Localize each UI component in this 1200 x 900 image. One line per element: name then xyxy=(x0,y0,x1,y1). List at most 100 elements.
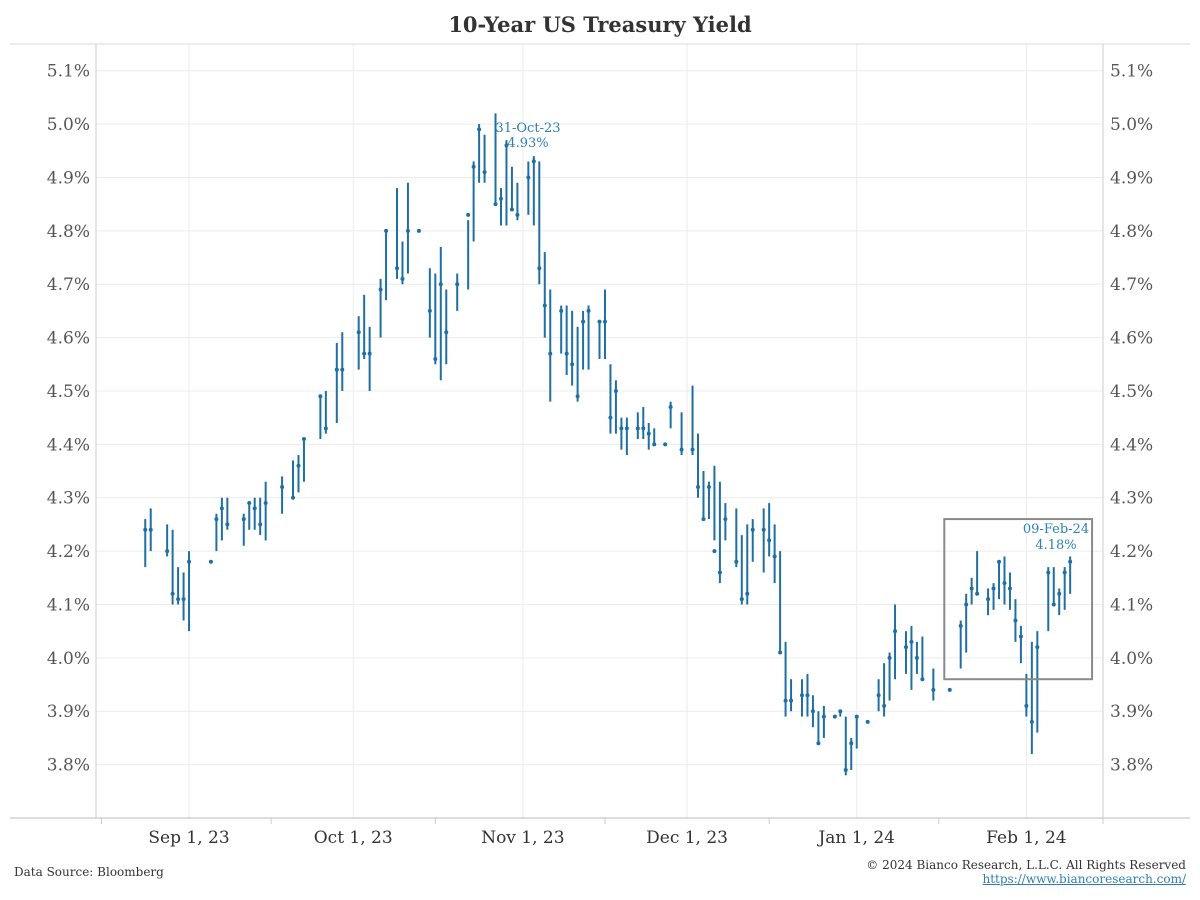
annotation-latest-date: 09-Feb-24 xyxy=(1023,522,1089,537)
price-bar xyxy=(258,497,263,536)
price-bar-close xyxy=(384,228,389,233)
price-bar xyxy=(931,668,936,701)
price-bar-close xyxy=(986,597,991,602)
price-bar xyxy=(734,508,739,568)
price-bar-close xyxy=(1002,581,1007,586)
price-bar xyxy=(148,508,153,552)
price-bar-close xyxy=(477,127,482,132)
price-bar xyxy=(761,508,766,573)
price-bar xyxy=(1013,599,1018,642)
price-bar xyxy=(433,273,438,365)
price-bar-close xyxy=(395,266,400,271)
price-bar-point xyxy=(663,442,668,447)
copyright: © 2024 Bianco Research, L.L.C. All Right… xyxy=(866,858,1186,872)
price-bar-close xyxy=(537,266,542,271)
price-bar-close xyxy=(641,426,646,431)
price-bar xyxy=(318,394,323,440)
price-bar xyxy=(301,437,306,482)
annotation-layer: 31-Oct-234.93% 09-Feb-244.18% xyxy=(495,121,1094,681)
price-bar-close xyxy=(920,677,925,682)
price-bar-close xyxy=(400,276,405,281)
price-bar xyxy=(427,268,432,338)
price-bar xyxy=(225,497,230,530)
price-bar-close xyxy=(570,362,575,367)
price-bar-close xyxy=(690,447,695,452)
price-bar xyxy=(1046,567,1051,632)
price-bar-close xyxy=(761,527,766,532)
y-tick-label-left: 4.1% xyxy=(47,595,90,615)
price-bar-close xyxy=(931,687,936,692)
price-bar-close xyxy=(991,586,996,591)
price-bar-close xyxy=(843,767,848,772)
price-bar-close xyxy=(696,485,701,490)
price-bar xyxy=(739,535,744,605)
annotation-peak-date: 31-Oct-23 xyxy=(495,121,560,136)
price-bar-close xyxy=(176,597,181,602)
price-bar-close xyxy=(498,196,503,201)
y-tick-label-right: 5.1% xyxy=(1110,62,1153,82)
website-link[interactable]: https://www.biancoresearch.com/ xyxy=(982,872,1186,886)
price-bar-close xyxy=(602,319,607,324)
price-bar-close xyxy=(367,351,372,356)
price-bar-close xyxy=(767,538,772,543)
price-bar xyxy=(1018,625,1023,664)
price-bar-close xyxy=(362,351,367,356)
x-tick-label: Sep 1, 23 xyxy=(148,828,229,848)
y-tick-label-left: 4.5% xyxy=(47,382,90,402)
y-tick-label-left: 4.3% xyxy=(47,489,90,509)
price-bar-close xyxy=(455,282,460,287)
price-bar xyxy=(1007,572,1012,610)
price-bar xyxy=(799,679,804,717)
price-bar-close xyxy=(1068,559,1073,564)
price-bar-close xyxy=(882,703,887,708)
price-bar-close xyxy=(745,591,750,596)
price-bar-close xyxy=(799,693,804,698)
price-bar-close xyxy=(170,591,175,596)
price-bar xyxy=(723,503,728,541)
x-tick-label: Dec 1, 23 xyxy=(646,828,728,848)
price-bar xyxy=(772,524,777,584)
price-bar xyxy=(247,501,252,530)
price-bar xyxy=(564,305,569,375)
price-bar-point xyxy=(832,714,837,719)
price-bar xyxy=(816,711,821,746)
price-bar-close xyxy=(849,741,854,746)
price-bar-close xyxy=(734,559,739,564)
price-bar-close xyxy=(914,655,919,660)
annotation-peak-value: 4.93% xyxy=(507,136,548,151)
price-bar xyxy=(969,577,974,605)
y-tick-label-right: 3.9% xyxy=(1110,702,1153,722)
y-tick-label-left: 4.7% xyxy=(47,275,90,295)
price-bar xyxy=(717,481,722,584)
price-bar-close xyxy=(559,308,564,313)
price-bar-point xyxy=(416,228,421,233)
price-bar xyxy=(602,289,607,359)
price-bar xyxy=(838,709,843,717)
price-bar-close xyxy=(1046,570,1051,575)
price-bar xyxy=(214,513,219,552)
price-bar xyxy=(509,166,514,212)
price-bar-close xyxy=(427,308,432,313)
price-bar xyxy=(997,559,1002,600)
price-bar-close xyxy=(723,517,728,522)
price-bar-close xyxy=(143,527,148,532)
price-bar-close xyxy=(444,330,449,335)
price-bar xyxy=(416,228,421,233)
price-bar xyxy=(745,524,750,605)
price-bar-close xyxy=(624,426,629,431)
y-tick-label-left: 3.9% xyxy=(47,702,90,722)
price-bar xyxy=(586,305,591,370)
price-bar xyxy=(909,625,914,690)
y-tick-label-right: 4.3% xyxy=(1110,489,1153,509)
price-bar xyxy=(920,636,925,682)
price-bar xyxy=(789,679,794,712)
price-bar-close xyxy=(301,437,306,442)
price-bar-close xyxy=(608,415,613,420)
price-bar-close xyxy=(854,714,859,719)
price-bar xyxy=(241,513,246,546)
price-bar xyxy=(181,572,186,621)
price-bar xyxy=(477,124,482,183)
y-tick-label-right: 4.1% xyxy=(1110,595,1153,615)
price-bar-close xyxy=(619,426,624,431)
price-bar xyxy=(646,422,651,450)
